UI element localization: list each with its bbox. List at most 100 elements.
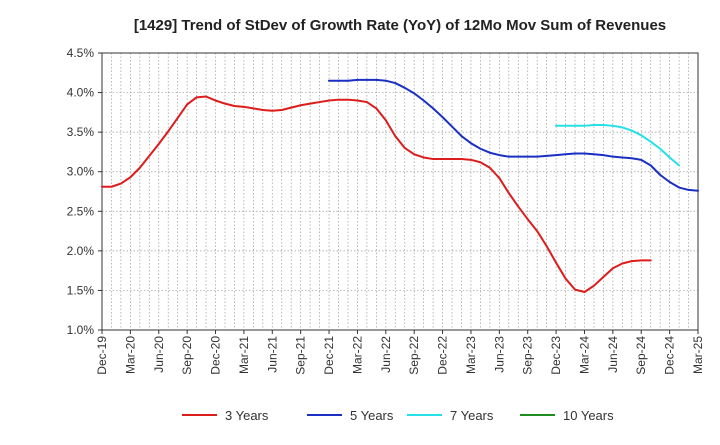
data-point <box>611 124 614 127</box>
data-point <box>593 153 595 156</box>
legend-item: 3 Years <box>182 408 269 423</box>
data-point <box>451 125 453 128</box>
data-point <box>602 276 605 278</box>
data-point <box>441 116 444 119</box>
series-7-years <box>555 124 681 167</box>
data-point <box>413 153 416 156</box>
x-tick-label: Jun-22 <box>379 336 393 373</box>
data-point <box>280 109 283 111</box>
data-point <box>545 245 548 248</box>
data-point <box>630 157 633 160</box>
legend-label: 3 Years <box>225 408 269 423</box>
data-point <box>328 79 330 82</box>
data-point <box>517 205 520 208</box>
data-point <box>593 284 595 287</box>
data-point <box>668 156 671 159</box>
data-point <box>347 98 349 101</box>
data-point <box>564 277 567 280</box>
x-tick-label: Mar-24 <box>577 336 591 374</box>
data-point <box>394 135 397 138</box>
x-tick-label: Mar-20 <box>123 336 137 374</box>
data-point <box>659 173 662 176</box>
y-tick-label: 1.0% <box>67 323 95 337</box>
data-point <box>498 154 501 156</box>
data-point <box>659 147 662 150</box>
x-tick-label: Sep-20 <box>180 336 194 375</box>
data-point <box>649 259 652 262</box>
x-tick-label: Mar-22 <box>350 336 364 374</box>
data-point <box>488 166 491 169</box>
data-point <box>233 105 236 107</box>
data-point <box>583 124 586 127</box>
data-point <box>602 124 605 126</box>
data-point <box>441 158 444 160</box>
x-tick-label: Dec-24 <box>663 336 677 375</box>
series-line <box>328 78 699 192</box>
data-point <box>413 92 416 95</box>
data-point <box>403 147 406 149</box>
data-point <box>678 186 680 189</box>
data-point <box>309 102 312 105</box>
x-tick-label: Jun-20 <box>152 336 166 373</box>
data-point <box>583 291 586 293</box>
data-point <box>526 218 529 221</box>
x-tick-label: Dec-22 <box>436 336 450 375</box>
x-tick-label: Mar-21 <box>237 336 251 374</box>
chart-title: [1429] Trend of StDev of Growth Rate (Yo… <box>134 17 666 34</box>
data-point <box>479 161 482 164</box>
data-point <box>640 259 643 262</box>
legend-label: 7 Years <box>450 408 494 423</box>
data-point <box>697 189 699 192</box>
data-point <box>243 105 245 108</box>
x-tick-label: Jun-24 <box>606 336 620 373</box>
data-point <box>668 181 671 183</box>
data-point <box>526 155 529 158</box>
data-point <box>422 99 425 102</box>
data-point <box>347 79 349 82</box>
data-point <box>451 158 453 160</box>
y-tick-label: 3.5% <box>67 125 95 139</box>
data-point <box>687 189 690 191</box>
data-point <box>640 134 643 137</box>
data-point <box>384 79 387 82</box>
data-point <box>365 79 368 81</box>
data-point <box>536 155 539 158</box>
x-tick-label: Dec-19 <box>95 336 109 375</box>
data-point <box>630 129 633 132</box>
data-point <box>611 267 614 270</box>
data-point <box>432 107 435 110</box>
legend-item: 7 Years <box>407 408 494 423</box>
y-tick-label: 2.5% <box>67 204 95 218</box>
data-point <box>479 147 482 150</box>
data-point <box>299 104 302 107</box>
data-point <box>564 124 567 127</box>
data-point <box>318 101 321 103</box>
data-point <box>252 107 255 110</box>
data-point <box>545 154 548 157</box>
legend-label: 10 Years <box>563 408 614 423</box>
data-point <box>176 116 179 119</box>
x-tick-label: Dec-21 <box>322 336 336 375</box>
data-point <box>205 95 207 98</box>
data-point <box>157 143 160 145</box>
data-point <box>507 155 510 158</box>
data-point <box>507 192 510 194</box>
data-point <box>328 99 330 102</box>
x-tick-label: Dec-23 <box>549 336 563 375</box>
data-point <box>120 182 122 185</box>
data-point <box>583 152 586 155</box>
data-point <box>422 156 425 159</box>
data-point <box>224 102 226 105</box>
data-point <box>640 158 643 161</box>
data-point <box>593 124 595 126</box>
data-point <box>214 99 217 102</box>
data-point <box>356 79 359 81</box>
data-point <box>498 177 501 179</box>
data-point <box>432 158 435 160</box>
data-point <box>148 154 151 157</box>
data-point <box>261 109 264 111</box>
data-point <box>564 153 567 156</box>
data-point <box>602 154 605 156</box>
